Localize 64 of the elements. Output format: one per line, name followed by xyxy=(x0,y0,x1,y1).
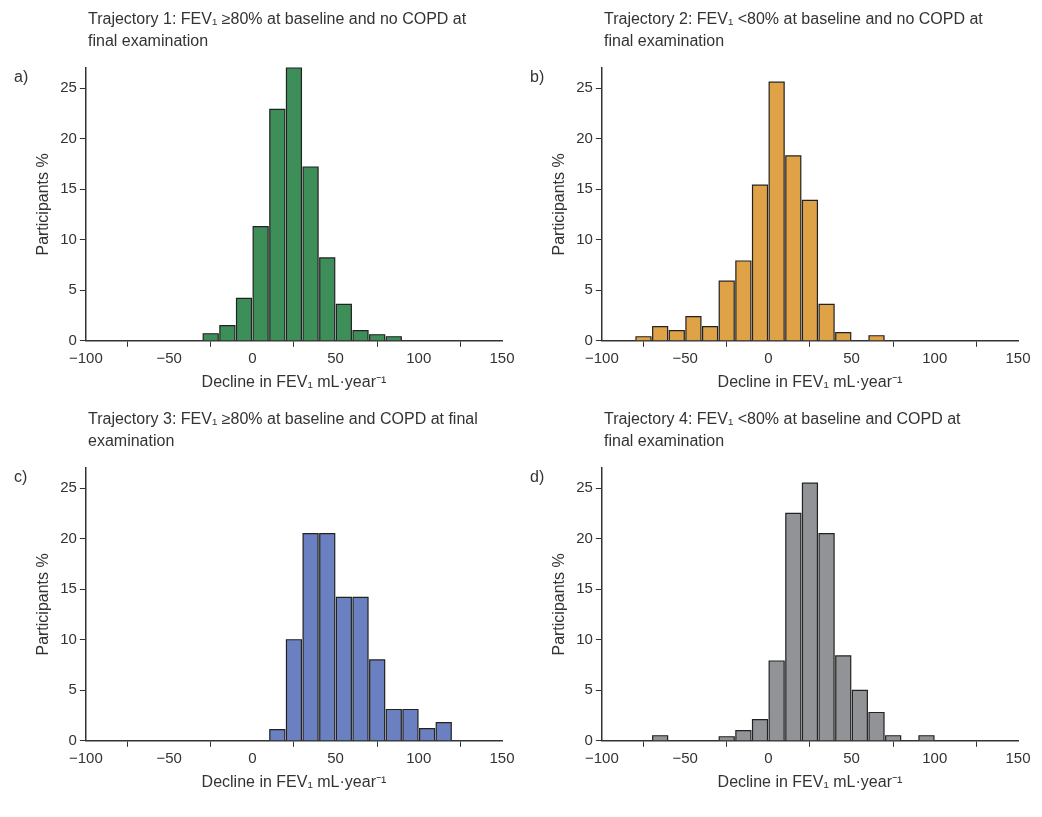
y-tick-label: 10 xyxy=(576,229,593,247)
x-tick-label: −100 xyxy=(584,748,619,766)
y-tick-label: 20 xyxy=(60,128,77,146)
x-tick-label: 100 xyxy=(406,348,432,366)
y-tick-label: 25 xyxy=(576,478,593,496)
y-tick-label: 5 xyxy=(68,280,77,298)
x-tick-label: 100 xyxy=(406,748,432,766)
y-tick-label: 10 xyxy=(60,629,77,647)
x-tick-label: 150 xyxy=(1005,748,1031,766)
x-tick-label: 0 xyxy=(764,348,773,366)
y-tick-label: 25 xyxy=(576,78,593,96)
chart-title: Trajectory 3: FEV₁ ≥80% at baseline and COPD at final examination xyxy=(88,409,478,451)
x-axis-title: Decline in FEV₁ mL·year⁻¹ xyxy=(717,772,903,790)
x-tick-label: 50 xyxy=(843,348,860,366)
y-tick-label: 20 xyxy=(576,128,593,146)
y-tick-label: 0 xyxy=(584,730,593,748)
x-tick-label: 50 xyxy=(843,748,860,766)
x-tick-label: 100 xyxy=(922,348,948,366)
x-tick-label: −100 xyxy=(68,748,103,766)
x-tick-label: −50 xyxy=(672,748,698,766)
y-tick-label: 0 xyxy=(584,330,593,348)
y-axis-title: Participants % xyxy=(550,553,568,656)
x-axis-title: Decline in FEV₁ mL·year⁻¹ xyxy=(201,372,387,390)
y-axis-title: Participants % xyxy=(550,153,568,256)
text: d) xyxy=(530,468,545,486)
y-tick-label: 5 xyxy=(584,280,593,298)
y-tick-label: 10 xyxy=(576,629,593,647)
y-tick-label: 0 xyxy=(68,730,77,748)
x-tick-label: 0 xyxy=(764,748,773,766)
x-axis-title: Decline in FEV₁ mL·year⁻¹ xyxy=(201,772,387,790)
x-tick-label: 150 xyxy=(1005,348,1031,366)
x-tick-label: 50 xyxy=(327,348,344,366)
y-tick-label: 5 xyxy=(68,680,77,698)
y-tick-label: 20 xyxy=(576,528,593,546)
chart-title: Trajectory 1: FEV₁ ≥80% at baseline and no COPD at final examination xyxy=(88,9,468,51)
x-tick-label: −50 xyxy=(156,348,182,366)
y-tick-label: 15 xyxy=(60,579,77,597)
y-tick-label: 5 xyxy=(584,680,593,698)
x-tick-label: 50 xyxy=(327,748,344,766)
chart-title: Trajectory 4: FEV₁ <80% at baseline and COPD at final examination xyxy=(604,409,962,451)
y-tick-label: 15 xyxy=(60,179,77,197)
y-tick-label: 0 xyxy=(68,330,77,348)
x-tick-label: 150 xyxy=(489,748,515,766)
x-tick-label: 0 xyxy=(248,348,257,366)
y-tick-label: 15 xyxy=(576,179,593,197)
y-axis-title: Participants % xyxy=(34,553,52,656)
text: b) xyxy=(530,68,545,86)
x-tick-label: 150 xyxy=(489,348,515,366)
x-tick-label: −50 xyxy=(672,348,698,366)
y-tick-label: 15 xyxy=(576,579,593,597)
x-tick-label: −100 xyxy=(68,348,103,366)
y-tick-label: 10 xyxy=(60,229,77,247)
y-axis-title: Participants % xyxy=(34,153,52,256)
text: c) xyxy=(14,468,28,486)
x-tick-label: −50 xyxy=(156,748,182,766)
y-tick-label: 25 xyxy=(60,478,77,496)
x-axis-title: Decline in FEV₁ mL·year⁻¹ xyxy=(717,372,903,390)
text: a) xyxy=(14,68,29,86)
y-tick-label: 25 xyxy=(60,78,77,96)
y-tick-label: 20 xyxy=(60,528,77,546)
chart-title: Trajectory 2: FEV₁ <80% at baseline and no COPD at final examination xyxy=(604,9,984,51)
x-tick-label: 100 xyxy=(922,748,948,766)
x-tick-label: 0 xyxy=(248,748,257,766)
x-tick-label: −100 xyxy=(584,348,619,366)
